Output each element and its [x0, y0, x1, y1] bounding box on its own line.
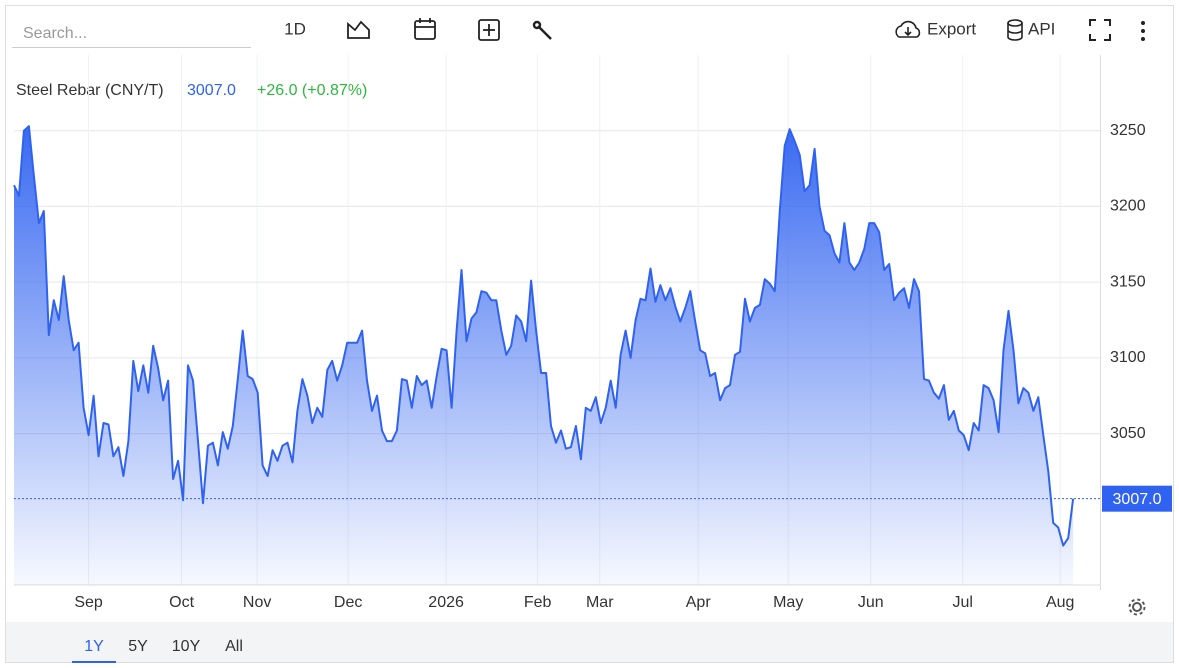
api-icon	[1007, 19, 1023, 41]
fullscreen-button[interactable]	[1089, 19, 1111, 41]
x-tick-label: Oct	[169, 594, 194, 611]
last-price-badge	[1102, 485, 1172, 512]
last-price-label: 3007.0	[1113, 491, 1162, 508]
tools-button[interactable]	[532, 20, 552, 40]
line	[13, 125, 1075, 547]
export-button[interactable]: Export	[927, 19, 976, 38]
x-tick-label: Jul	[953, 594, 973, 611]
x-tick-label: Apr	[686, 594, 712, 611]
x-tick-label: Nov	[243, 594, 271, 611]
x-tick-label: Jun	[858, 594, 884, 611]
x-tick-label: Dec	[334, 594, 362, 611]
x-tick-label: Aug	[1046, 594, 1074, 611]
y-tick-label: 3200	[1110, 198, 1146, 215]
y-tick-label: 3100	[1110, 349, 1146, 366]
range-button[interactable]: 10Y	[172, 638, 201, 655]
x-tick-label: 2026	[428, 594, 464, 611]
x-tick-label: Feb	[524, 594, 552, 611]
plot: 3050 3100 3150 3200 3250 Sep Oct Nov Dec 2026 Feb M…	[13, 55, 1172, 611]
x-tick-label: Mar	[586, 594, 614, 611]
settings-button[interactable]	[1128, 598, 1146, 616]
menu-button[interactable]	[1141, 21, 1145, 41]
search-input[interactable]: Search...	[23, 25, 87, 42]
range-bar	[6, 622, 1173, 662]
price: 3007.0	[187, 82, 236, 99]
range-button[interactable]: 5Y	[128, 638, 148, 655]
api-button[interactable]: API	[1028, 19, 1055, 38]
chart-title: Steel Rebar (CNY/T)	[16, 82, 164, 99]
calendar-button[interactable]	[414, 18, 436, 40]
area	[14, 126, 1074, 585]
change: +26.0 (+0.87%)	[257, 82, 367, 99]
x-tick-label: Sep	[74, 594, 103, 611]
range-button[interactable]: All	[225, 638, 243, 655]
ranges: 1Y 5Y 10Y All	[72, 638, 243, 663]
export-icon	[895, 20, 921, 38]
x-tick-label: May	[773, 594, 803, 611]
chart-type-button[interactable]	[347, 20, 370, 39]
y-tick-label: 3050	[1110, 425, 1146, 442]
y-tick-label: 3250	[1110, 122, 1146, 139]
y-tick-label: 3150	[1110, 273, 1146, 290]
range-button[interactable]: 1Y	[84, 638, 104, 655]
interval-button[interactable]: 1D	[284, 19, 306, 38]
compare-button[interactable]	[478, 19, 500, 41]
